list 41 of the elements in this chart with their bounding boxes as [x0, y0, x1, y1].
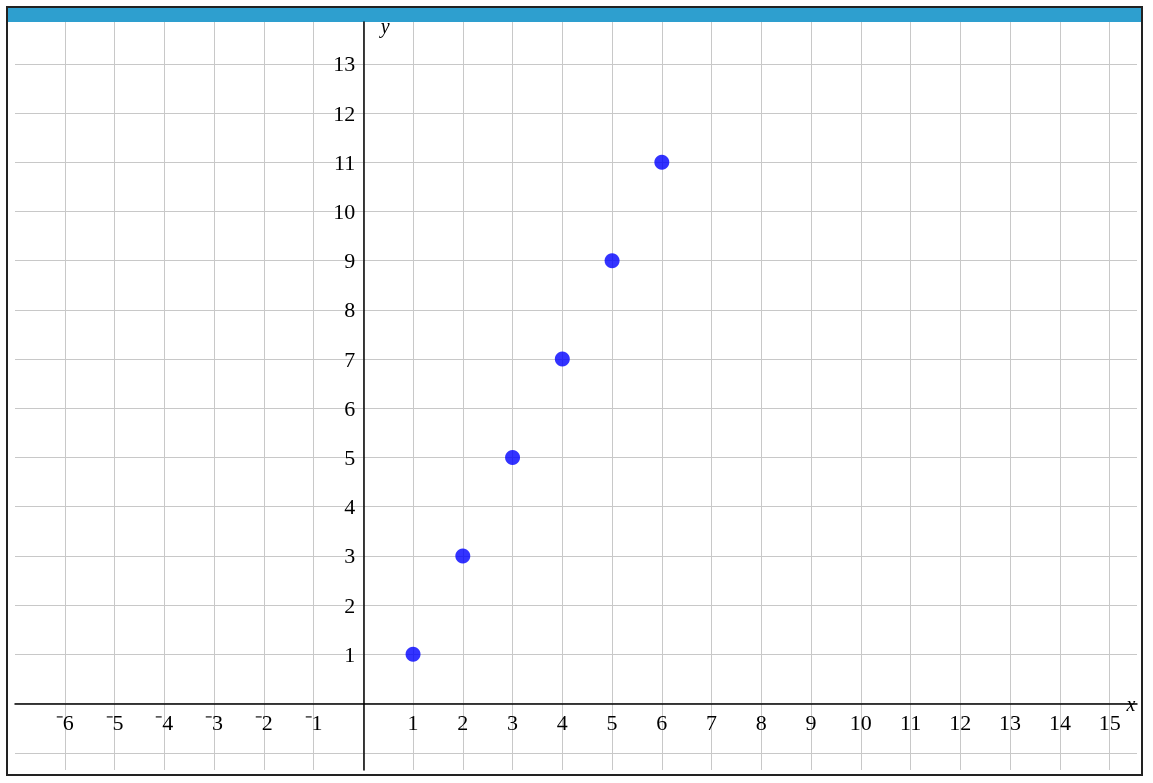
y-tick-label: 7	[344, 346, 356, 372]
x-tick-label: 7	[706, 710, 718, 736]
x-tick-label: ⁻3	[205, 710, 224, 736]
point	[554, 351, 570, 367]
x-tick-label: ⁻2	[254, 710, 273, 736]
y-tick-label: 2	[344, 592, 356, 618]
point	[654, 154, 670, 170]
y-tick-label: 6	[344, 395, 356, 421]
point	[604, 253, 620, 269]
y-tick-label: 4	[344, 494, 356, 520]
y-tick-label: 10	[333, 198, 356, 224]
x-tick-label: 4	[556, 710, 568, 736]
x-tick-label: 5	[606, 710, 618, 736]
x-tick-label: ⁻1	[304, 710, 323, 736]
x-tick-label: 9	[805, 710, 817, 736]
y-tick-label: 11	[334, 149, 356, 175]
y-axis-title: y	[378, 15, 390, 38]
y-tick-label: 3	[344, 543, 356, 569]
x-tick-label: ⁻5	[105, 710, 124, 736]
x-tick-label: 15	[1098, 710, 1121, 736]
x-tick-label: ⁻4	[155, 710, 174, 736]
y-tick-label: 9	[344, 248, 356, 274]
x-tick-label: ⁻6	[55, 710, 74, 736]
x-tick-label: 11	[900, 710, 922, 736]
x-tick-label: 1	[407, 710, 419, 736]
y-tick-label: 13	[333, 51, 356, 77]
x-tick-label: 12	[949, 710, 972, 736]
x-tick-label: 2	[457, 710, 469, 736]
x-tick-label: 8	[755, 710, 767, 736]
x-tick-label: 14	[1048, 710, 1071, 736]
point	[405, 646, 421, 662]
y-tick-label: 12	[333, 100, 356, 126]
y-tick-label: 1	[344, 641, 356, 667]
point	[455, 548, 471, 564]
y-tick-label: 8	[344, 297, 356, 323]
y-tick-label: 5	[344, 445, 356, 471]
x-tick-label: 13	[999, 710, 1022, 736]
x-tick-label: 6	[656, 710, 668, 736]
point	[505, 450, 521, 466]
x-tick-label: 3	[507, 710, 519, 736]
x-tick-label: 10	[849, 710, 872, 736]
